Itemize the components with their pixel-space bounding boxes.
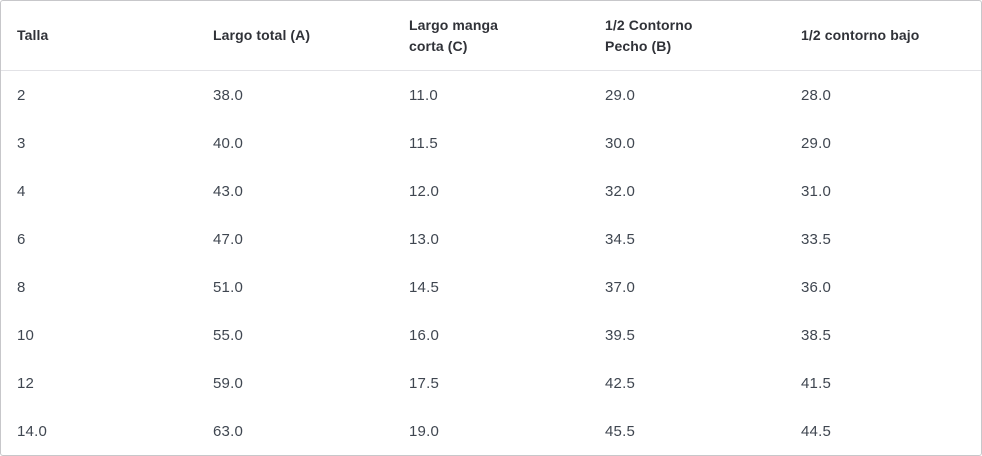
- table-cell: 44.5: [801, 422, 831, 440]
- table-cell: 55.0: [213, 326, 243, 344]
- table-cell: 47.0: [213, 230, 243, 248]
- column-header-label: Largo manga corta (C): [409, 16, 499, 54]
- table-row: 10 55.0 16.0 39.5 38.5: [1, 311, 981, 359]
- table-cell: 59.0: [213, 374, 243, 392]
- table-cell-talla: 10: [17, 326, 35, 344]
- table-cell-talla: 14.0: [17, 422, 47, 440]
- table-cell: 36.0: [801, 278, 831, 296]
- table-cell: 16.0: [409, 326, 439, 344]
- table-row: 8 51.0 14.5 37.0 36.0: [1, 263, 981, 311]
- table-cell: 34.5: [605, 230, 635, 248]
- table-cell: 51.0: [213, 278, 243, 296]
- table-cell-talla: 8: [17, 278, 26, 296]
- table-cell: 39.5: [605, 326, 635, 344]
- table-header: Talla Largo total (A) Largo manga corta …: [1, 1, 981, 71]
- column-header-contorno-pecho: 1/2 Contorno Pecho (B): [589, 1, 785, 71]
- table-row: 14.0 63.0 19.0 45.5 44.5: [1, 407, 981, 455]
- column-header-label: Talla: [17, 27, 49, 43]
- table-cell: 31.0: [801, 182, 831, 200]
- table-row: 12 59.0 17.5 42.5 41.5: [1, 359, 981, 407]
- table-cell: 41.5: [801, 374, 831, 392]
- table-cell: 38.0: [213, 86, 243, 104]
- table-cell-talla: 4: [17, 182, 26, 200]
- table-cell: 37.0: [605, 278, 635, 296]
- table-cell: 30.0: [605, 134, 635, 152]
- table-cell: 42.5: [605, 374, 635, 392]
- table-row: 2 38.0 11.0 29.0 28.0: [1, 71, 981, 119]
- table-cell: 33.5: [801, 230, 831, 248]
- table-cell-talla: 3: [17, 134, 26, 152]
- table-cell: 11.0: [409, 86, 438, 104]
- table-cell: 45.5: [605, 422, 635, 440]
- column-header-largo-manga-corta: Largo manga corta (C): [393, 1, 589, 71]
- column-header-largo-total: Largo total (A): [197, 1, 393, 71]
- table-cell: 43.0: [213, 182, 243, 200]
- table-body: 2 38.0 11.0 29.0 28.0 3 40.0 11.5 30.0 2…: [1, 71, 981, 455]
- table-cell: 14.5: [409, 278, 439, 296]
- column-header-label: Largo total (A): [213, 27, 311, 43]
- table-cell: 19.0: [409, 422, 439, 440]
- table-cell: 29.0: [801, 134, 831, 152]
- table-header-row: Talla Largo total (A) Largo manga corta …: [1, 1, 981, 71]
- table-cell: 63.0: [213, 422, 243, 440]
- table-row: 4 43.0 12.0 32.0 31.0: [1, 167, 981, 215]
- table-cell: 40.0: [213, 134, 243, 152]
- table-cell: 11.5: [409, 134, 438, 152]
- table-cell: 38.5: [801, 326, 831, 344]
- table-cell-talla: 12: [17, 374, 35, 392]
- table-cell: 12.0: [409, 182, 439, 200]
- table-cell: 17.5: [409, 374, 439, 392]
- column-header-contorno-bajo: 1/2 contorno bajo: [785, 1, 981, 71]
- table-row: 3 40.0 11.5 30.0 29.0: [1, 119, 981, 167]
- column-header-label: 1/2 contorno bajo: [801, 27, 920, 43]
- table-cell: 29.0: [605, 86, 635, 104]
- table-cell-talla: 6: [17, 230, 26, 248]
- table-cell: 13.0: [409, 230, 439, 248]
- table-cell: 32.0: [605, 182, 635, 200]
- column-header-talla: Talla: [1, 1, 197, 71]
- table-cell-talla: 2: [17, 86, 26, 104]
- table-row: 6 47.0 13.0 34.5 33.5: [1, 215, 981, 263]
- column-header-label: 1/2 Contorno Pecho (B): [605, 16, 693, 54]
- table-cell: 28.0: [801, 86, 831, 104]
